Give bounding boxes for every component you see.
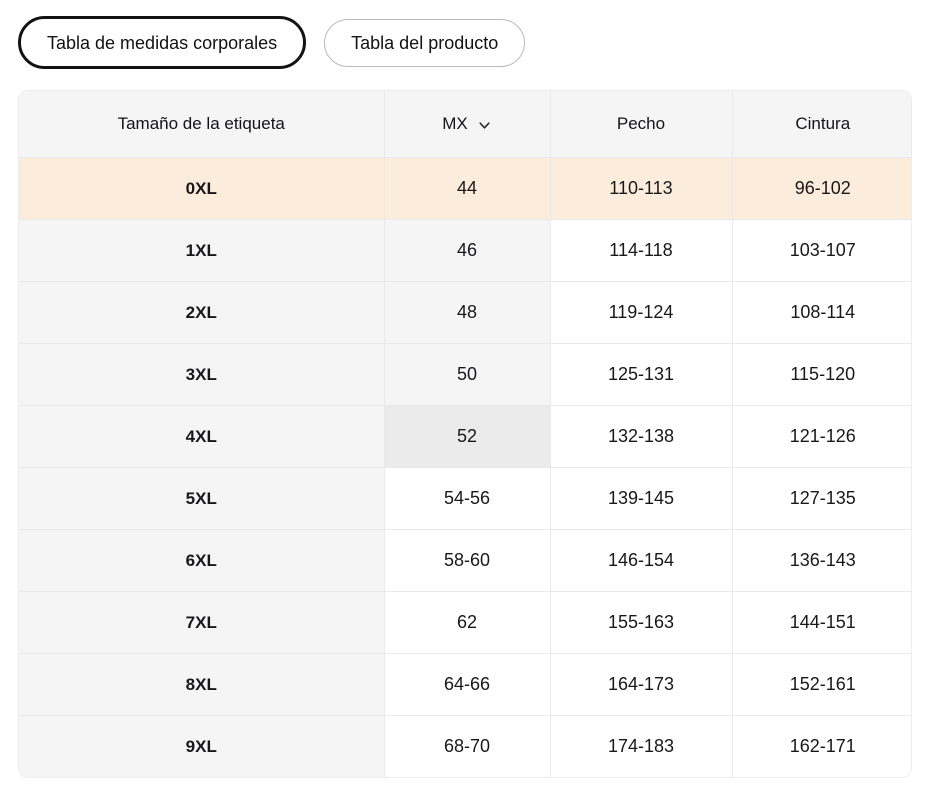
mx-cell[interactable]: 64-66 [384,653,551,716]
size-cell[interactable]: 6XL [19,529,385,592]
waist-cell[interactable]: 162-171 [732,715,911,777]
waist-cell[interactable]: 108-114 [732,281,911,344]
waist-cell[interactable]: 127-135 [732,467,911,530]
size-cell[interactable]: 5XL [19,467,385,530]
chest-cell[interactable]: 132-138 [550,405,733,468]
size-cell[interactable]: 2XL [19,281,385,344]
waist-cell[interactable]: 152-161 [732,653,911,716]
table-row-7xl[interactable]: 7XL 62 155-163 144-151 [19,591,911,654]
chest-cell[interactable]: 114-118 [550,219,733,282]
header-label-size: Tamaño de la etiqueta [19,91,385,158]
table-row-8xl[interactable]: 8XL 64-66 164-173 152-161 [19,653,911,716]
mx-cell[interactable]: 62 [384,591,551,654]
chest-cell[interactable]: 119-124 [550,281,733,344]
waist-cell[interactable]: 121-126 [732,405,911,468]
tab-bar: Tabla de medidas corporales Tabla del pr… [18,16,912,69]
mx-cell[interactable]: 50 [384,343,551,406]
chest-cell[interactable]: 164-173 [550,653,733,716]
chest-cell[interactable]: 155-163 [550,591,733,654]
table-row-9xl[interactable]: 9XL 68-70 174-183 162-171 [19,715,911,777]
mx-cell[interactable]: 44 [384,157,551,220]
table-row-6xl[interactable]: 6XL 58-60 146-154 136-143 [19,529,911,592]
table-header-row: Tamaño de la etiqueta MX Pecho Cintura [19,91,911,158]
mx-cell-selected[interactable]: 52 [384,405,551,468]
size-cell[interactable]: 8XL [19,653,385,716]
size-cell[interactable]: 1XL [19,219,385,282]
table-row-5xl[interactable]: 5XL 54-56 139-145 127-135 [19,467,911,530]
chest-cell[interactable]: 146-154 [550,529,733,592]
waist-cell[interactable]: 115-120 [732,343,911,406]
header-chest: Pecho [550,91,733,158]
unit-selector-value: MX [442,114,468,133]
size-cell[interactable]: 9XL [19,715,385,777]
mx-cell[interactable]: 54-56 [384,467,551,530]
chest-cell[interactable]: 125-131 [550,343,733,406]
tab-product-measurements[interactable]: Tabla del producto [324,18,526,67]
chest-cell[interactable]: 110-113 [550,157,733,220]
size-cell[interactable]: 7XL [19,591,385,654]
mx-cell[interactable]: 68-70 [384,715,551,777]
mx-cell[interactable]: 48 [384,281,551,344]
waist-cell[interactable]: 144-151 [732,591,911,654]
chevron-down-icon [479,121,490,129]
unit-selector[interactable]: MX [384,91,551,158]
header-waist: Cintura [732,91,911,158]
size-cell[interactable]: 3XL [19,343,385,406]
table-row-4xl[interactable]: 4XL 52 132-138 121-126 [19,405,911,468]
table-row-1xl[interactable]: 1XL 46 114-118 103-107 [19,219,911,282]
waist-cell[interactable]: 103-107 [732,219,911,282]
chest-cell[interactable]: 139-145 [550,467,733,530]
table-row-2xl[interactable]: 2XL 48 119-124 108-114 [19,281,911,344]
table-row-3xl[interactable]: 3XL 50 125-131 115-120 [19,343,911,406]
chest-cell[interactable]: 174-183 [550,715,733,777]
mx-cell[interactable]: 46 [384,219,551,282]
table-row-0xl[interactable]: 0XL 44 110-113 96-102 [19,157,911,220]
tab-body-measurements[interactable]: Tabla de medidas corporales [18,16,307,69]
size-cell[interactable]: 4XL [19,405,385,468]
size-cell[interactable]: 0XL [19,157,385,220]
mx-cell[interactable]: 58-60 [384,529,551,592]
waist-cell[interactable]: 136-143 [732,529,911,592]
waist-cell[interactable]: 96-102 [732,157,911,220]
size-table: Tamaño de la etiqueta MX Pecho Cintura [18,90,912,778]
